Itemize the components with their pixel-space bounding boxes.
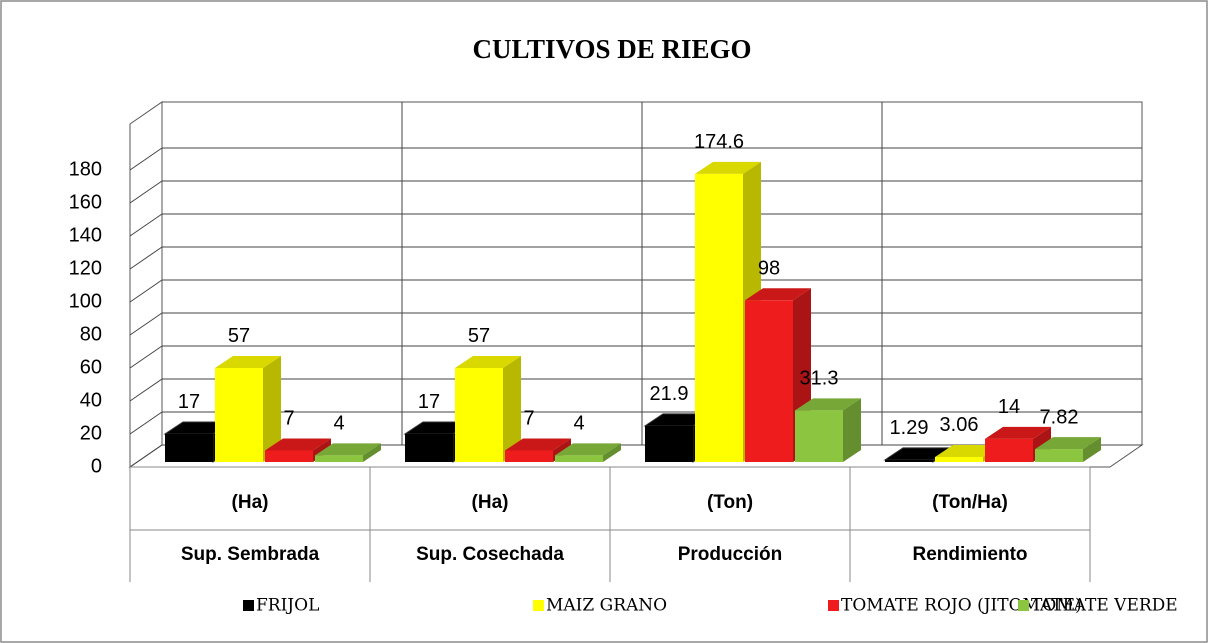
- bar-side: [503, 355, 521, 462]
- y-tick-label: 80: [80, 323, 102, 345]
- bar: [505, 450, 553, 462]
- bar-top: [985, 426, 1051, 439]
- data-label: 21.9: [650, 383, 689, 405]
- category-unit: (Ha): [232, 492, 269, 513]
- bar: [455, 367, 503, 462]
- category-unit: (Ton): [707, 492, 753, 513]
- bar-top: [745, 288, 811, 301]
- data-label: 57: [228, 325, 250, 347]
- x-tick-label: Rendimiento: [912, 544, 1027, 565]
- chart-title: CULTIVOS DE RIEGO: [472, 34, 751, 64]
- bar-side: [1083, 437, 1101, 462]
- grid-line: [129, 411, 163, 435]
- data-label: 1.29: [890, 417, 929, 439]
- y-tick-label: 160: [69, 191, 102, 213]
- grid-line: [129, 345, 163, 369]
- bar: [555, 455, 603, 462]
- bar: [795, 410, 843, 462]
- bar: [645, 425, 693, 462]
- legend-label: TOMATE VERDE: [1031, 596, 1178, 616]
- data-label: 57: [468, 325, 490, 347]
- x-tick-label: Producción: [678, 544, 783, 565]
- bar: [165, 433, 213, 462]
- bar-top: [265, 438, 331, 451]
- bar: [265, 450, 313, 462]
- bar-side: [263, 355, 281, 462]
- data-label: 7: [523, 408, 534, 430]
- data-label: 31.3: [800, 368, 839, 390]
- x-tick-label: Sup. Cosechada: [416, 544, 564, 565]
- data-label: 4: [573, 413, 584, 435]
- legend-swatch: [1018, 600, 1029, 611]
- bar-side: [603, 443, 621, 462]
- x-tick-label: Sup. Sembrada: [181, 544, 320, 565]
- category-unit: (Ha): [472, 492, 509, 513]
- bar: [1035, 449, 1083, 462]
- data-label: 98: [758, 258, 780, 280]
- category-unit: (Ton/Ha): [932, 492, 1008, 513]
- legend-label: MAIZ GRANO: [546, 596, 667, 616]
- y-tick-label: 60: [80, 356, 102, 378]
- data-label: 7: [283, 408, 294, 430]
- bar: [885, 459, 933, 462]
- y-tick-label: 40: [80, 389, 102, 411]
- data-label: 14: [998, 396, 1020, 418]
- bar: [405, 433, 453, 462]
- y-tick-label: 100: [69, 290, 102, 312]
- data-label: 17: [418, 391, 440, 413]
- legend-swatch: [828, 600, 839, 611]
- data-label: 174.6: [694, 131, 744, 153]
- bar-side: [363, 443, 381, 462]
- bar-top: [1035, 437, 1101, 450]
- data-label: 7.82: [1040, 406, 1079, 428]
- bar: [215, 367, 263, 462]
- data-label: 17: [178, 391, 200, 413]
- data-label: 4: [333, 413, 344, 435]
- bar-side: [843, 398, 861, 462]
- grid-line: [129, 444, 163, 468]
- bar-top: [695, 161, 761, 174]
- bar: [695, 173, 743, 462]
- bar: [745, 300, 793, 462]
- bar-top: [795, 398, 861, 411]
- legend-swatch: [243, 600, 254, 611]
- bar-top: [555, 443, 621, 456]
- grid-line: [129, 147, 163, 171]
- data-label: 3.06: [940, 414, 979, 436]
- side-wall: [129, 101, 163, 468]
- bar-top: [315, 443, 381, 456]
- bar-top: [505, 438, 571, 451]
- y-tick-label: 140: [69, 224, 102, 246]
- grid-line: [129, 180, 163, 204]
- y-tick-label: 180: [69, 158, 102, 180]
- bar-top: [935, 444, 1001, 457]
- legend-swatch: [533, 600, 544, 611]
- grid-line: [129, 378, 163, 402]
- grid-line: [129, 213, 163, 237]
- legend-label: FRIJOL: [256, 596, 319, 616]
- y-tick-label: 120: [69, 257, 102, 279]
- grid-line: [129, 279, 163, 303]
- y-tick-label: 0: [91, 455, 102, 477]
- bar: [935, 456, 983, 462]
- grid-line: [129, 312, 163, 336]
- grid-line: [129, 246, 163, 270]
- bar: [985, 438, 1033, 462]
- y-tick-label: 20: [80, 422, 102, 444]
- bar-top: [455, 355, 521, 368]
- bar: [315, 455, 363, 462]
- bar-top: [215, 355, 281, 368]
